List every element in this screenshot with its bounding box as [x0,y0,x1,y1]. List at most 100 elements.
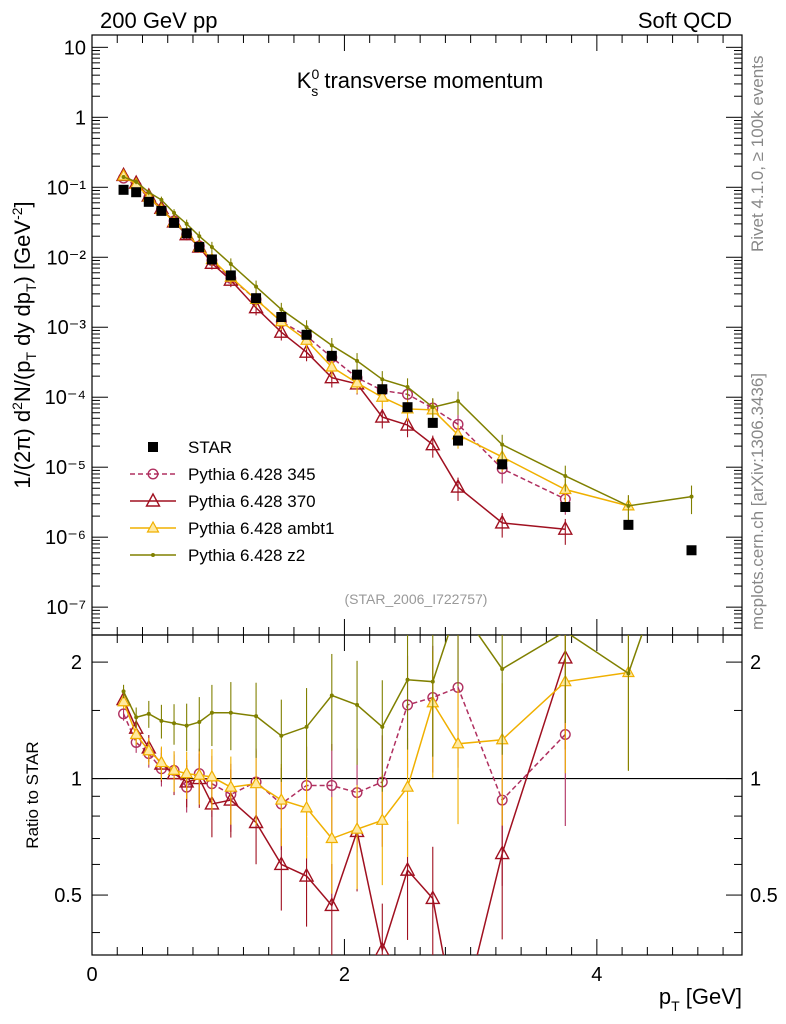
y-tick-label: 10⁻⁷ [46,597,86,619]
plot-title: K0 s transverse momentum [297,66,543,99]
series-point [350,375,364,388]
ratio-point [300,800,314,813]
ratio-point [279,733,284,738]
star-point [156,205,167,216]
ratio-series-2 [117,635,635,894]
ratio-point [224,779,238,792]
ratio-point [326,779,338,791]
ratio-point [430,679,435,684]
x-tick-label: 0 [86,964,97,986]
ratio-point [425,889,441,905]
star-point [118,184,129,195]
ratio-tick-label: 1 [71,769,82,791]
header-right: Soft QCD [638,8,732,33]
legend-item: Pythia 6.428 z2 [130,546,305,565]
ratio-point [500,666,505,671]
ratio-point [375,941,390,955]
star-data [118,184,697,556]
y-tick-label: 10⁻⁶ [45,527,86,549]
series-point [172,210,177,215]
ratio-point [304,724,309,729]
star-point [251,293,262,304]
ratio-point [134,715,139,720]
legend-marker [148,442,158,452]
series-point [689,494,694,499]
legend-item: Pythia 6.428 345 [130,465,316,484]
ratio-point [350,821,364,834]
ratio-point [274,792,288,805]
series-point [159,197,164,202]
ratio-tick-label-right: 2 [750,652,761,674]
x-tick-label: 4 [591,964,602,986]
star-point [686,545,697,556]
ratio-point [451,736,465,749]
plot-title-sup: 0 [311,66,319,82]
legend-label: Pythia 6.428 z2 [188,546,305,565]
y-tick-label: 10 [64,37,86,59]
header-left: 200 GeV pp [100,8,217,33]
y-tick-label: 10⁻⁵ [45,457,86,479]
series-point [374,408,390,423]
star-point [453,435,464,446]
ratio-tick-label-right: 1 [750,769,761,791]
ratio-point [167,763,181,775]
series-point [134,179,139,184]
series-point [557,520,573,535]
legend-marker [151,553,155,557]
ratio-tick-label: 2 [71,652,82,674]
star-point [276,312,287,323]
series-point [325,359,339,372]
ratio-line [122,635,643,737]
series-point [380,377,385,382]
series-point [430,405,435,410]
plot-title-main: K [297,68,312,93]
star-point [623,519,634,530]
star-point [194,242,205,253]
ratio-point [273,855,289,871]
series-point [456,399,461,404]
y-tick-label: 10⁻¹ [47,177,87,199]
ratio-panel: 0 2 4 2 2 1 1 0.5 0.5 [54,634,778,986]
star-point [301,329,312,340]
series-point [209,245,214,250]
y-tick-label: 10⁻³ [47,317,87,339]
legend-item: Pythia 6.428 ambt1 [130,519,334,538]
series-point [254,284,259,289]
series-point [399,416,416,431]
plot-title-rest: transverse momentum [318,68,543,93]
ratio-point [254,714,259,719]
ratio-point [154,755,168,768]
analysis-id: (STAR_2006_I722757) [345,591,488,607]
legend-marker [146,520,160,533]
y-tick-label: 10⁻⁴ [45,387,86,409]
main-series-group [115,166,697,556]
star-point [352,369,363,380]
ratio-series-3 [121,635,643,792]
series-point [329,343,334,348]
ratio-point [121,689,126,694]
legend-label: Pythia 6.428 345 [188,465,316,484]
legend-label: STAR [188,438,232,457]
ratio-point [117,694,131,707]
ratio-series-1 [115,635,573,955]
ratio-point [375,813,389,825]
rivet-label: Rivet 4.1.0, ≥ 100k events [748,56,767,252]
series-point [197,234,202,239]
ratio-point [355,702,360,707]
series-point [146,190,151,195]
ratio-point [146,711,151,716]
ratio-point [209,710,214,715]
y-axis-label: 1/(2π) d2N/(pT dy dpT) [GeV-2] [9,201,39,488]
series-point [184,221,189,226]
main-panel: 10 1 10⁻¹ 10⁻² 10⁻³ 10⁻⁴ 10⁻⁵ 10⁻⁶ 10⁻⁷ STAR Pythi… [45,34,743,636]
star-point [427,417,438,428]
series-line [123,176,692,507]
series-point [626,503,631,508]
ratio-point [129,727,143,740]
star-point [560,501,571,512]
ratio-point [172,721,177,726]
series-point [304,325,309,330]
ratio-point [298,867,315,882]
series-point [273,323,289,338]
